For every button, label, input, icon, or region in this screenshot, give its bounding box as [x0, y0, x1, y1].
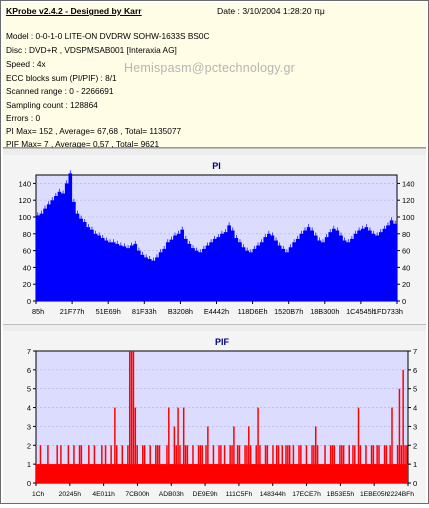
pif-ytick-label-right: 1: [413, 460, 417, 469]
pi-xtick-label: 118D6Eh: [238, 307, 268, 316]
pi-ytick-label-right: 60: [402, 247, 410, 256]
pif-bar: [134, 407, 137, 483]
pif-bar: [357, 407, 360, 483]
pif-xtick-label: ADB03h: [159, 491, 184, 498]
watermark: Hemispasm@pctechnology.gr: [124, 61, 295, 75]
pif-baseline-band: [36, 464, 408, 484]
pif-chart: PIF 0 0 1 1 2 2 3 3 4 4 5 5 6 6 7 7 1Ch 20245h 4E011h 7CB00h…: [27, 337, 417, 498]
pif-bar: [177, 407, 179, 483]
pif-title: PIF: [215, 337, 230, 347]
pi-ytick-label-right: 20: [402, 280, 410, 289]
pif-bar: [114, 407, 116, 483]
pi-ytick-label-right: 120: [402, 196, 415, 205]
pi-xtick-label: 1FD733h: [373, 307, 403, 316]
pif-xtick-label: 1EBE05h: [360, 491, 389, 498]
pi-ytick-label: 60: [23, 247, 31, 256]
pi-xtick-label: 85h: [32, 307, 44, 316]
pif-ytick-label: 5: [27, 385, 31, 394]
pi-ytick-label-right: 40: [402, 263, 410, 272]
pi-ytick-label-right: 0: [402, 297, 406, 306]
pi-ytick-label-right: 140: [402, 179, 415, 188]
pif-ytick-label: 7: [27, 347, 31, 356]
model-line: Model : 0-0-1-0 LITE-ON DVDRW SOHW-1633S…: [6, 31, 210, 41]
pif-bar: [257, 407, 259, 483]
pif-xtick-label: 4E011h: [92, 491, 115, 498]
info-panel: KProbe v2.4.2 - Designed by Karr Date : …: [3, 3, 426, 149]
pif-bar: [182, 407, 185, 483]
pif-xtick-label: 20245h: [59, 491, 82, 498]
pi-ytick-label-right: 100: [402, 213, 415, 222]
app-title: KProbe v2.4.2 - Designed by Karr: [6, 6, 142, 16]
pif-ytick-label: 6: [27, 366, 31, 375]
pif-ytick-label-right: 5: [413, 385, 417, 394]
pif-bar: [402, 369, 404, 483]
pif-chart-panel: PIF 0 0 1 1 2 2 3 3 4 4 5 5 6 6 7 7 1Ch 20245h 4E011h 7CB00h…: [3, 331, 426, 503]
pi-ytick-label: 120: [18, 196, 31, 205]
pif-bar: [129, 351, 131, 483]
pif-ytick-label-right: 0: [413, 479, 417, 488]
pi-chart: PI 0 0 20 20 40 40 60 60 80 80 100 100 120 120 140 140 85…: [18, 161, 415, 316]
pif-xtick-label: 1Ch: [32, 491, 45, 498]
pif-ytick-label: 4: [27, 404, 31, 413]
pif-xtick-label: 148344h: [260, 491, 286, 498]
pif-xtick-label: 1B53E5h: [327, 491, 355, 498]
errors-line: Errors : 0: [6, 113, 41, 123]
sampling-count-line: Sampling count : 128864: [6, 100, 98, 110]
scanned-range-line: Scanned range : 0 - 2266691: [6, 86, 114, 96]
pif-bar: [132, 351, 135, 483]
pi-series-area: [36, 173, 397, 301]
pif-bar: [207, 426, 209, 483]
ecc-line: ECC blocks sum (PI/PIF) : 8/1: [6, 73, 117, 83]
pif-plot-area: [35, 350, 409, 484]
pif-bar: [398, 388, 401, 483]
pi-ytick-label-right: 80: [402, 230, 410, 239]
pif-bar: [130, 351, 133, 483]
pi-ytick-label: 20: [23, 280, 31, 289]
pi-summary-line: PI Max= 152 , Average= 67,68 , Total= 11…: [6, 126, 182, 136]
pif-xtick-label: DE9E9h: [193, 491, 218, 498]
pi-xtick-label: 1520B7h: [274, 307, 303, 316]
pi-ytick-label: 100: [18, 213, 31, 222]
pi-xtick-label: E4442h: [204, 307, 229, 316]
pif-ytick-label-right: 4: [413, 404, 417, 413]
pif-xtick-label: 17ECE7h: [292, 491, 321, 498]
scan-date: Date : 3/10/2004 1:28:20 πμ: [217, 6, 325, 16]
pif-xtick-label: 111C5Fh: [226, 491, 253, 498]
pif-bar: [168, 407, 170, 483]
pif-bar: [315, 426, 317, 483]
pif-ytick-label: 0: [27, 479, 31, 488]
pi-chart-panel: PI 0 0 20 20 40 40 60 60 80 80 100 100 120 120 140 140 85…: [3, 155, 426, 324]
pif-ytick-label-right: 6: [413, 366, 417, 375]
pif-bar: [248, 426, 250, 483]
pif-xtick-label: 2224BFh: [387, 491, 414, 498]
pif-ytick-label: 1: [27, 460, 31, 469]
pi-xtick-label: 81F33h: [132, 307, 157, 316]
pi-ytick-label: 80: [23, 230, 31, 239]
speed-line: Speed : 4x: [6, 59, 46, 69]
pif-bar: [173, 426, 176, 483]
pi-xtick-label: 51E69h: [96, 307, 121, 316]
pi-title: PI: [212, 161, 221, 171]
pi-ytick-label: 40: [23, 263, 31, 272]
pif-ytick-label-right: 2: [413, 441, 417, 450]
pi-xtick-label: 18B300h: [310, 307, 339, 316]
pif-ytick-label-right: 7: [413, 347, 417, 356]
pif-ytick-label: 2: [27, 441, 31, 450]
pi-ytick-label: 0: [27, 297, 31, 306]
pi-xtick-label: 1C4545h: [346, 307, 376, 316]
pif-bar: [233, 426, 235, 483]
pi-ytick-label: 140: [18, 179, 31, 188]
pif-ytick-label-right: 3: [413, 422, 417, 431]
pif-ytick-label: 3: [27, 422, 31, 431]
pif-bar: [391, 407, 393, 483]
disc-line: Disc : DVD+R , VDSPMSAB001 [Interaxia AG…: [6, 45, 177, 55]
pi-xtick-label: 21F77h: [60, 307, 85, 316]
pi-xtick-label: B3208h: [168, 307, 193, 316]
pif-xtick-label: 7CB00h: [125, 491, 149, 498]
pif-summary-line: PIF Max= 7 , Average= 0,57 , Total= 9621: [6, 139, 160, 149]
